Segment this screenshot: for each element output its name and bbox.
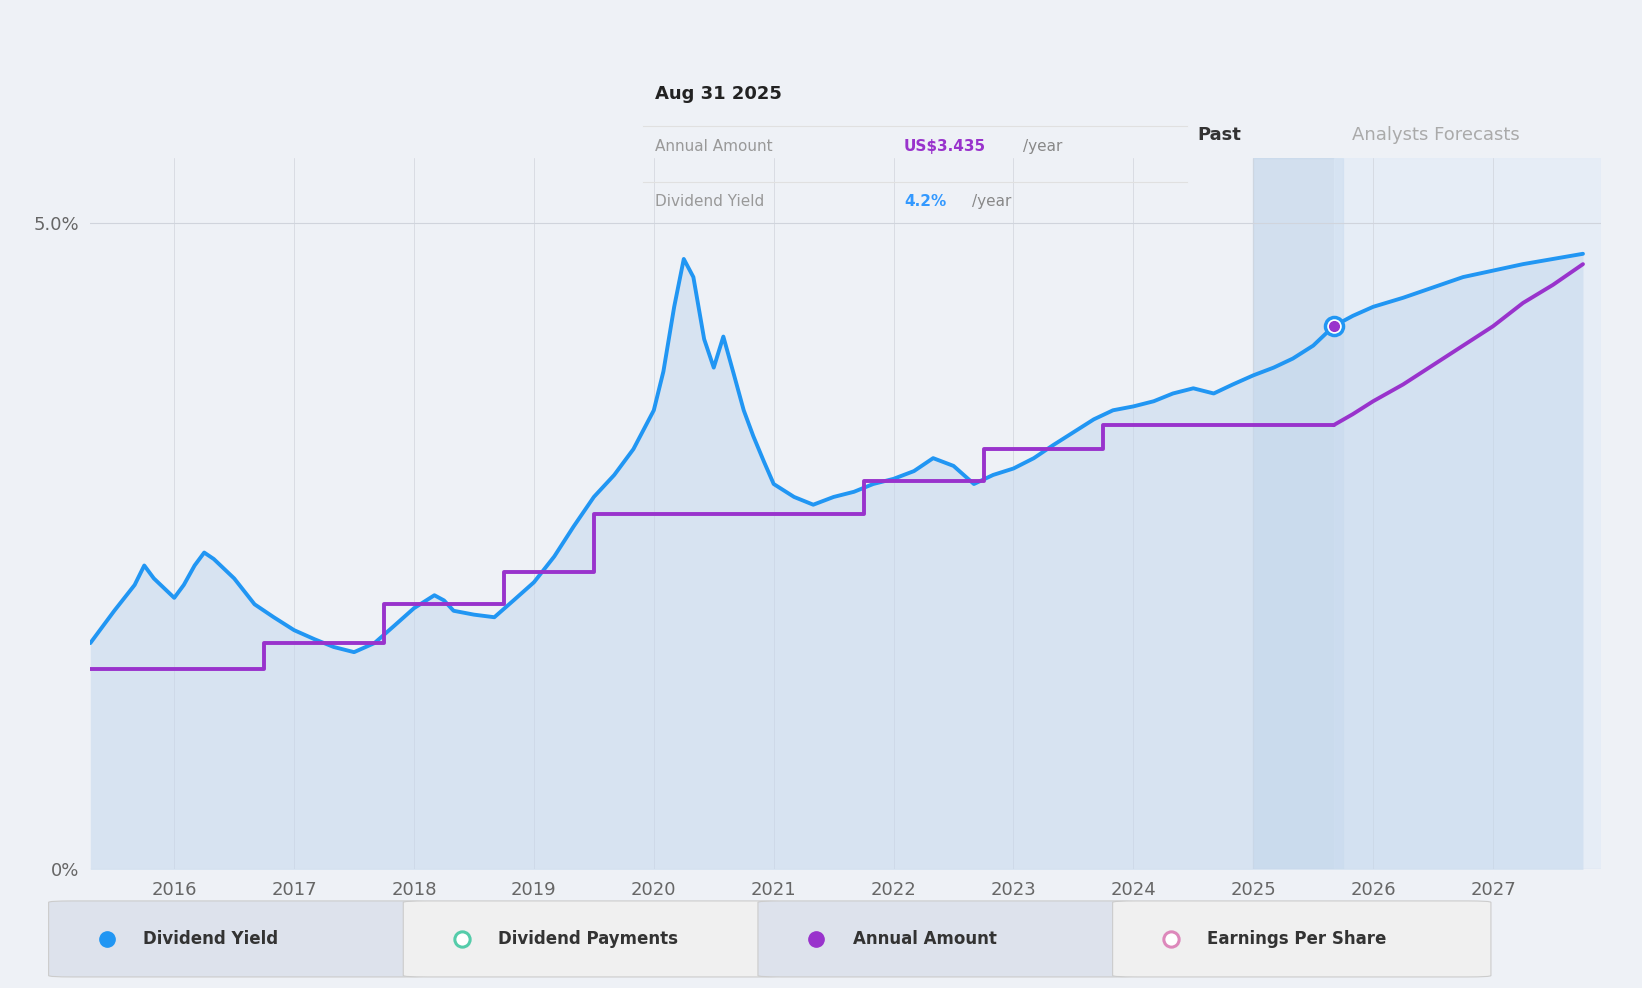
Text: Past: Past	[1197, 125, 1241, 144]
Text: Dividend Payments: Dividend Payments	[498, 930, 678, 947]
Text: Annual Amount: Annual Amount	[852, 930, 997, 947]
Text: Dividend Yield: Dividend Yield	[655, 194, 764, 208]
Bar	[1333, 158, 1601, 869]
Bar	[1253, 158, 1343, 869]
Text: US$3.435: US$3.435	[905, 138, 987, 153]
FancyBboxPatch shape	[1113, 901, 1491, 977]
Text: Analysts Forecasts: Analysts Forecasts	[1351, 125, 1519, 144]
FancyBboxPatch shape	[404, 901, 782, 977]
Text: /year: /year	[1023, 138, 1062, 153]
FancyBboxPatch shape	[759, 901, 1136, 977]
Text: Dividend Yield: Dividend Yield	[143, 930, 277, 947]
Text: 4.2%: 4.2%	[905, 194, 946, 208]
Text: Annual Amount: Annual Amount	[655, 138, 772, 153]
Text: Aug 31 2025: Aug 31 2025	[655, 85, 782, 103]
FancyBboxPatch shape	[49, 901, 427, 977]
Text: Earnings Per Share: Earnings Per Share	[1207, 930, 1386, 947]
Text: /year: /year	[972, 194, 1011, 208]
